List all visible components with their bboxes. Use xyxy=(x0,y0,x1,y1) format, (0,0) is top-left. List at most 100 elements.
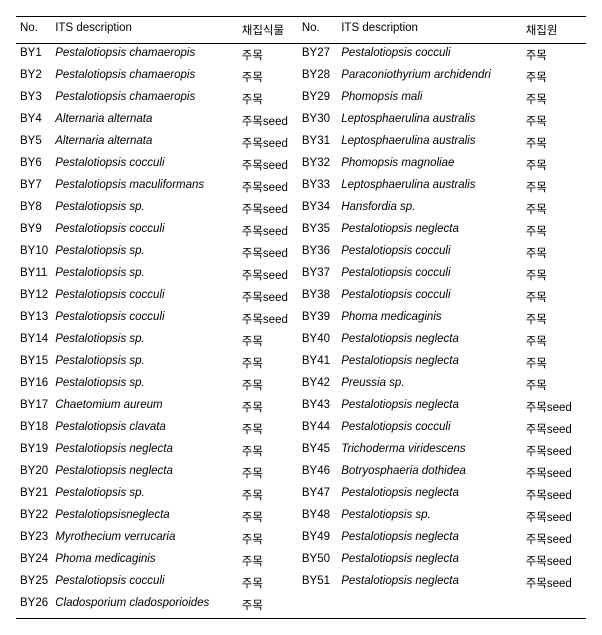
cell-its-left: Pestalotiopsis cocculi xyxy=(51,572,238,594)
cell-src-right: 주목 xyxy=(522,308,586,330)
cell-src-right: 주목 xyxy=(522,132,586,154)
table-row: BY2Pestalotiopsis chamaeropis주목BY28Parac… xyxy=(16,66,586,88)
cell-its-left: Pestalotiopsis cocculi xyxy=(51,308,238,330)
cell-no-right: BY43 xyxy=(298,396,337,418)
table-row: BY14Pestalotiopsis sp.주목BY40Pestalotiops… xyxy=(16,330,586,352)
cell-its-left: Pestalotiopsis sp. xyxy=(51,198,238,220)
cell-src-right: 주목seed xyxy=(522,550,586,572)
cell-src-left: 주목 xyxy=(238,528,298,550)
table-row: BY7Pestalotiopsis maculiformans주목seedBY3… xyxy=(16,176,586,198)
cell-no-left: BY17 xyxy=(16,396,51,418)
cell-its-right: Phoma medicaginis xyxy=(337,308,521,330)
cell-src-left: 주목 xyxy=(238,440,298,462)
cell-src-left: 주목seed xyxy=(238,154,298,176)
cell-its-right: Paraconiothyrium archidendri xyxy=(337,66,521,88)
cell-its-left: Pestalotiopsis neglecta xyxy=(51,440,238,462)
cell-src-left: 주목seed xyxy=(238,198,298,220)
cell-no-left: BY3 xyxy=(16,88,51,110)
cell-its-left: Pestalotiopsis cocculi xyxy=(51,286,238,308)
cell-src-left: 주목 xyxy=(238,396,298,418)
cell-no-left: BY9 xyxy=(16,220,51,242)
cell-its-left: Pestalotiopsis cocculi xyxy=(51,154,238,176)
cell-src-right: 주목 xyxy=(522,110,586,132)
cell-no-right: BY35 xyxy=(298,220,337,242)
cell-its-left: Pestalotiopsis sp. xyxy=(51,264,238,286)
cell-no-left: BY14 xyxy=(16,330,51,352)
cell-src-left: 주목 xyxy=(238,66,298,88)
cell-its-right: Leptosphaerulina australis xyxy=(337,132,521,154)
table-row: BY6Pestalotiopsis cocculi주목seedBY32Phomo… xyxy=(16,154,586,176)
its-table: No. ITS description 채집식물 No. ITS descrip… xyxy=(16,16,586,619)
cell-no-left: BY2 xyxy=(16,66,51,88)
cell-src-right: 주목 xyxy=(522,286,586,308)
cell-src-right: 주목 xyxy=(522,154,586,176)
cell-src-left: 주목seed xyxy=(238,110,298,132)
cell-src-left: 주목seed xyxy=(238,220,298,242)
cell-its-right: Hansfordia sp. xyxy=(337,198,521,220)
cell-src-right: 주목 xyxy=(522,220,586,242)
cell-src-right: 주목seed xyxy=(522,440,586,462)
cell-its-right: Phomopsis mali xyxy=(337,88,521,110)
cell-its-left: Myrothecium verrucaria xyxy=(51,528,238,550)
cell-no-left: BY4 xyxy=(16,110,51,132)
cell-its-right: Pestalotiopsis neglecta xyxy=(337,528,521,550)
cell-src-right: 주목 xyxy=(522,352,586,374)
cell-src-left: 주목 xyxy=(238,44,298,67)
cell-no-left: BY7 xyxy=(16,176,51,198)
cell-its-left: Pestalotiopsis chamaeropis xyxy=(51,66,238,88)
cell-no-left: BY18 xyxy=(16,418,51,440)
cell-src-left: 주목 xyxy=(238,550,298,572)
cell-its-left: Pestalotiopsis clavata xyxy=(51,418,238,440)
table-row: BY13Pestalotiopsis cocculi주목seedBY39Phom… xyxy=(16,308,586,330)
cell-src-right: 주목seed xyxy=(522,506,586,528)
cell-its-right: Pestalotiopsis sp. xyxy=(337,506,521,528)
table-row: BY25Pestalotiopsis cocculi주목BY51Pestalot… xyxy=(16,572,586,594)
cell-its-right: Pestalotiopsis cocculi xyxy=(337,264,521,286)
cell-no-right: BY51 xyxy=(298,572,337,594)
cell-its-left: Pestalotiopsis sp. xyxy=(51,242,238,264)
cell-src-right: 주목seed xyxy=(522,572,586,594)
cell-no-right: BY28 xyxy=(298,66,337,88)
table-row: BY1Pestalotiopsis chamaeropis주목BY27Pesta… xyxy=(16,44,586,67)
cell-no-left: BY22 xyxy=(16,506,51,528)
cell-src-left: 주목seed xyxy=(238,176,298,198)
cell-its-left: Pestalotiopsisneglecta xyxy=(51,506,238,528)
table-row: BY19Pestalotiopsis neglecta주목BY45Trichod… xyxy=(16,440,586,462)
cell-src-left: 주목 xyxy=(238,484,298,506)
cell-no-left: BY25 xyxy=(16,572,51,594)
cell-its-right: Pestalotiopsis neglecta xyxy=(337,572,521,594)
cell-its-right: Pestalotiopsis cocculi xyxy=(337,242,521,264)
cell-no-right: BY32 xyxy=(298,154,337,176)
cell-no-right: BY31 xyxy=(298,132,337,154)
cell-no-left: BY11 xyxy=(16,264,51,286)
cell-its-right: Pestalotiopsis neglecta xyxy=(337,550,521,572)
cell-its-right: Leptosphaerulina australis xyxy=(337,110,521,132)
cell-no-right: BY44 xyxy=(298,418,337,440)
cell-no-left: BY21 xyxy=(16,484,51,506)
cell-src-left: 주목 xyxy=(238,572,298,594)
cell-src-left: 주목seed xyxy=(238,132,298,154)
table-row: BY3Pestalotiopsis chamaeropis주목BY29Phomo… xyxy=(16,88,586,110)
table-row: BY16Pestalotiopsis sp.주목BY42Preussia sp.… xyxy=(16,374,586,396)
cell-no-right: BY34 xyxy=(298,198,337,220)
cell-its-left: Cladosporium cladosporioides xyxy=(51,594,238,619)
cell-src-right: 주목seed xyxy=(522,528,586,550)
table-row: BY18Pestalotiopsis clavata주목BY44Pestalot… xyxy=(16,418,586,440)
cell-no-right: BY36 xyxy=(298,242,337,264)
cell-its-left: Chaetomium aureum xyxy=(51,396,238,418)
cell-its-right: Pestalotiopsis cocculi xyxy=(337,44,521,67)
cell-its-left: Pestalotiopsis cocculi xyxy=(51,220,238,242)
cell-src-right: 주목 xyxy=(522,88,586,110)
cell-no-left: BY26 xyxy=(16,594,51,619)
cell-src-right: 주목 xyxy=(522,66,586,88)
cell-its-right xyxy=(337,594,521,619)
cell-its-right: Trichoderma viridescens xyxy=(337,440,521,462)
table-row: BY20Pestalotiopsis neglecta주목BY46Botryos… xyxy=(16,462,586,484)
cell-src-right: 주목 xyxy=(522,330,586,352)
cell-its-right: Pestalotiopsis cocculi xyxy=(337,418,521,440)
cell-no-right: BY50 xyxy=(298,550,337,572)
table-row: BY23Myrothecium verrucaria주목BY49Pestalot… xyxy=(16,528,586,550)
cell-src-right: 주목seed xyxy=(522,462,586,484)
cell-its-right: Preussia sp. xyxy=(337,374,521,396)
header-src-right: 채집원 xyxy=(522,17,586,44)
